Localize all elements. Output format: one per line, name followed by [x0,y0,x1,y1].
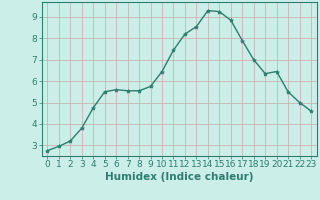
X-axis label: Humidex (Indice chaleur): Humidex (Indice chaleur) [105,172,253,182]
